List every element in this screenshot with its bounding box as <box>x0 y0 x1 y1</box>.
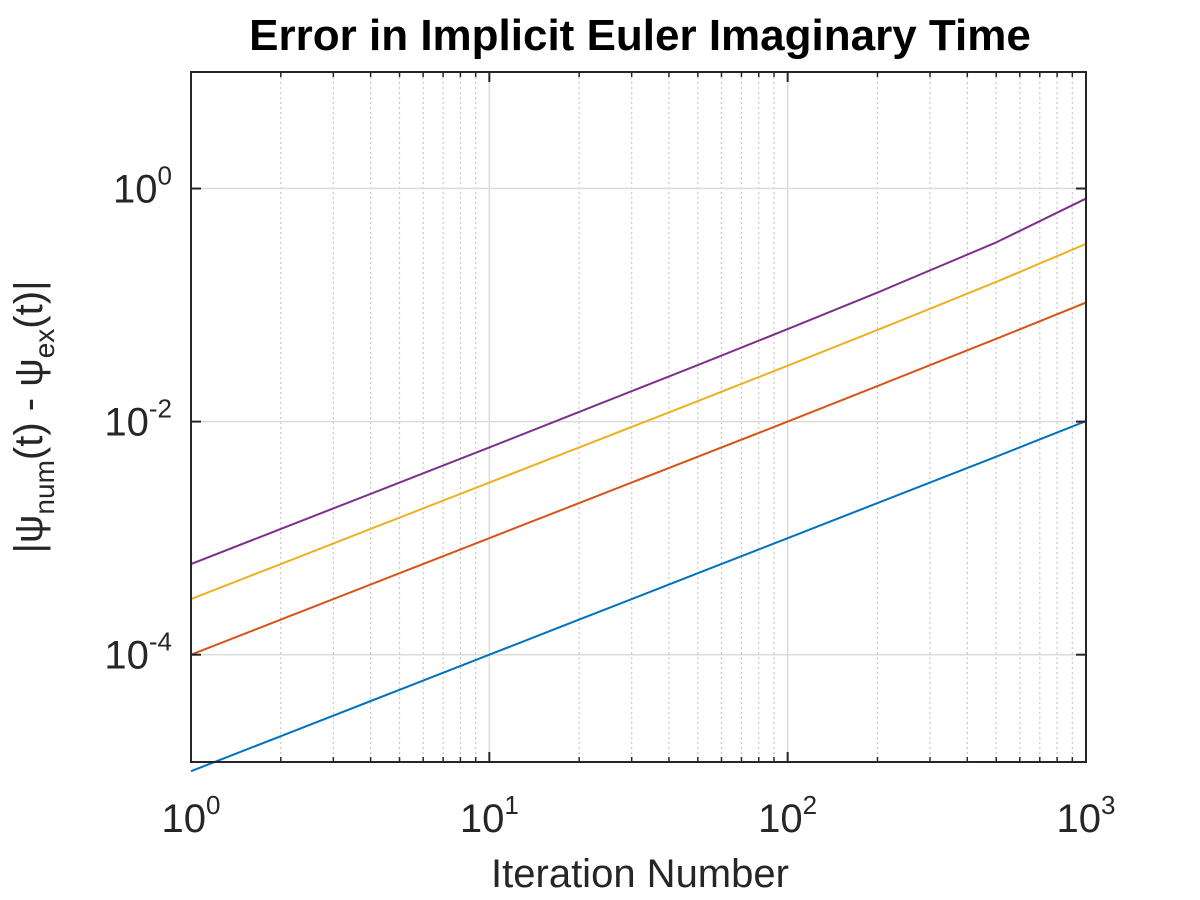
series-line-2 <box>190 301 1087 656</box>
x-tick-exponent: 3 <box>1101 790 1115 820</box>
x-tick-exponent: 2 <box>803 790 817 820</box>
x-tick-base: 10 <box>162 797 207 841</box>
y-tick-base: 10 <box>113 168 158 212</box>
x-tick-base: 10 <box>1057 797 1102 841</box>
x-axis-label: Iteration Number <box>491 852 789 896</box>
y-tick-exponent: -2 <box>149 394 172 424</box>
plot-frame <box>190 71 1087 763</box>
y-label-middle: (t) - ψ <box>7 358 51 460</box>
series-group <box>190 197 1087 773</box>
x-tick-base: 10 <box>758 797 803 841</box>
tick-marks <box>190 72 1087 762</box>
x-tick-labels: 100 101 102 103 <box>162 790 1116 841</box>
chart-title: Error in Implicit Euler Imaginary Time <box>249 11 1031 60</box>
x-tick-base: 10 <box>460 797 505 841</box>
x-tick-exponent: 0 <box>206 790 220 820</box>
y-axis-label: |ψnum(t) - ψex(t)| <box>7 281 60 554</box>
x-tick-label: 100 <box>162 790 221 841</box>
y-label-sub-num: num <box>29 460 60 514</box>
y-tick-label: 10-2 <box>104 394 172 445</box>
series-line-4 <box>190 197 1087 565</box>
y-label-sub-ex: ex <box>29 329 60 359</box>
x-tick-label: 103 <box>1057 790 1116 841</box>
x-tick-label: 101 <box>460 790 519 841</box>
series-line-3 <box>190 242 1087 601</box>
y-tick-exponent: 0 <box>158 161 172 191</box>
grid <box>190 72 1086 762</box>
y-tick-base: 10 <box>104 634 149 678</box>
y-tick-label: 100 <box>113 161 172 212</box>
series-line-1 <box>190 420 1087 773</box>
x-tick-exponent: 1 <box>504 790 518 820</box>
y-tick-base: 10 <box>104 401 149 445</box>
x-tick-label: 102 <box>758 790 817 841</box>
y-tick-exponent: -4 <box>149 627 172 657</box>
y-tick-label: 10-4 <box>104 627 172 678</box>
y-label-suffix: (t)| <box>7 281 51 329</box>
y-label-prefix: |ψ <box>7 515 51 554</box>
